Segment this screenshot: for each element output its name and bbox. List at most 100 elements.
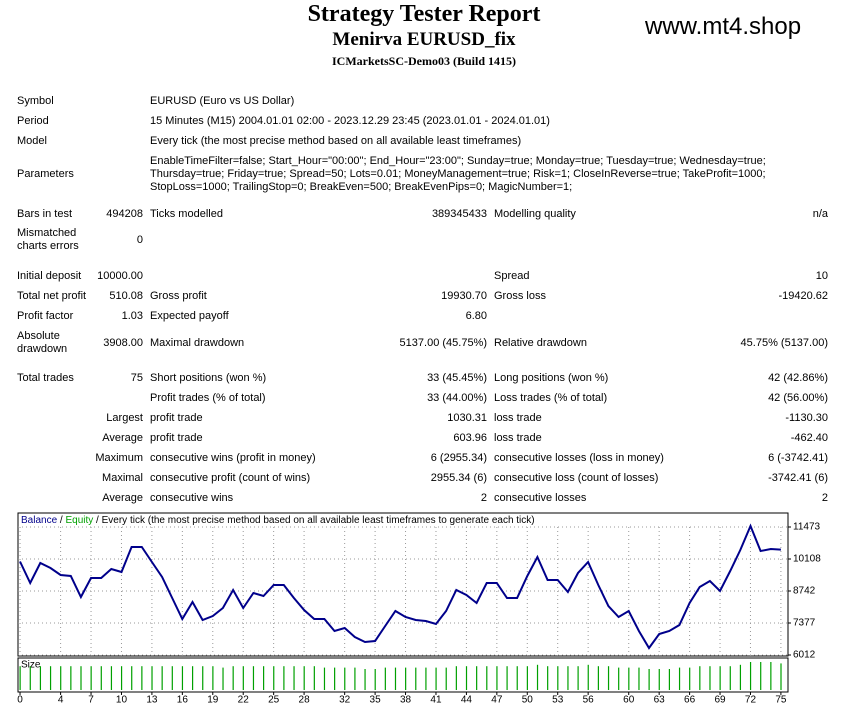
cell-value3: -1130.30 bbox=[785, 411, 828, 424]
size-bar bbox=[110, 666, 113, 690]
size-bar bbox=[638, 667, 640, 690]
size-bar bbox=[780, 663, 782, 690]
x-tick-label: 13 bbox=[146, 695, 158, 706]
x-tick-label: 4 bbox=[58, 695, 64, 706]
size-bar bbox=[212, 666, 214, 690]
size-bar bbox=[476, 666, 478, 690]
cell-value3: -19420.62 bbox=[778, 289, 828, 302]
size-bar bbox=[607, 666, 610, 690]
size-bar bbox=[587, 664, 589, 690]
size-bar bbox=[658, 669, 660, 690]
size-bar bbox=[506, 666, 508, 690]
size-label: Size bbox=[21, 660, 41, 671]
size-bar bbox=[739, 664, 742, 690]
cell-value3: n/a bbox=[812, 207, 828, 220]
cell-value2: 1030.31 bbox=[447, 411, 487, 424]
size-bar bbox=[70, 666, 72, 690]
cell-prefix: Maximal bbox=[102, 471, 143, 484]
x-tick-label: 7 bbox=[88, 695, 94, 706]
y-tick-label: 11473 bbox=[793, 522, 821, 533]
size-bar bbox=[334, 667, 336, 690]
size-bar bbox=[526, 666, 528, 690]
cell-label2: Ticks modelled bbox=[150, 207, 223, 220]
size-bar bbox=[181, 666, 184, 690]
cell-value2: 2 bbox=[480, 491, 487, 504]
size-bar bbox=[161, 666, 163, 690]
legend-balance-name: Balance bbox=[21, 515, 58, 526]
cell-label2: Expected payoff bbox=[150, 309, 229, 322]
size-bar bbox=[516, 666, 518, 690]
cell-value2: 5137.00 (45.75%) bbox=[399, 336, 487, 349]
cell-label: Total trades bbox=[17, 371, 74, 384]
size-bar bbox=[273, 666, 275, 690]
cell-value: 0 bbox=[136, 233, 143, 246]
cell-value3: -3742.41 (6) bbox=[768, 471, 828, 484]
size-bar bbox=[648, 669, 650, 690]
cell-prefix: Maximum bbox=[95, 451, 143, 464]
cell-value: 1.03 bbox=[121, 309, 143, 322]
x-tick-label: 32 bbox=[339, 695, 351, 706]
size-bar bbox=[222, 667, 224, 690]
x-tick-label: 22 bbox=[238, 695, 250, 706]
size-bar bbox=[760, 662, 762, 690]
size-bar bbox=[719, 666, 721, 690]
x-tick-label: 75 bbox=[775, 695, 787, 706]
x-tick-label: 19 bbox=[207, 695, 219, 706]
size-bar bbox=[597, 666, 599, 690]
cell-value2: 6 (2955.34) bbox=[430, 451, 487, 464]
cell-label: Bars in test bbox=[17, 207, 73, 220]
report-title: Strategy Tester Report bbox=[307, 1, 541, 27]
x-tick-label: 63 bbox=[654, 695, 666, 706]
size-bar bbox=[536, 664, 539, 690]
cell-label3: consecutive losses bbox=[494, 491, 587, 504]
cell-label2: Maximal drawdown bbox=[150, 336, 245, 349]
cell-value3: 42 (56.00%) bbox=[768, 391, 828, 404]
plot-frame bbox=[17, 512, 789, 657]
size-bar bbox=[344, 667, 346, 690]
x-tick-label: 0 bbox=[17, 695, 23, 706]
size-bar bbox=[435, 667, 437, 690]
size-bar bbox=[49, 666, 52, 690]
cell-value2: 6.80 bbox=[465, 309, 487, 322]
cell-value2: 603.96 bbox=[453, 431, 487, 444]
cell-value2: 33 (44.00%) bbox=[427, 391, 487, 404]
size-bar bbox=[770, 662, 772, 690]
size-bar bbox=[415, 667, 417, 690]
x-tick-label: 50 bbox=[522, 695, 534, 706]
size-bar bbox=[323, 667, 326, 690]
cell-label2: consecutive wins (profit in money) bbox=[150, 451, 316, 464]
cell-value3: 45.75% (5137.00) bbox=[740, 336, 828, 349]
x-tick-label: 44 bbox=[461, 695, 473, 706]
size-bar bbox=[151, 666, 153, 690]
chart-subtitle: Every tick (the most precise method base… bbox=[102, 515, 535, 526]
size-bar bbox=[689, 667, 691, 690]
size-bar bbox=[141, 666, 143, 690]
size-bar bbox=[60, 666, 62, 690]
cell-text: EURUSD (Euro vs US Dollar) bbox=[150, 94, 295, 107]
cell-label2: Short positions (won %) bbox=[150, 371, 267, 384]
size-frame bbox=[17, 657, 789, 693]
size-bar bbox=[263, 666, 265, 690]
cell-value: 494208 bbox=[106, 207, 143, 220]
size-bar bbox=[577, 666, 579, 690]
cell-label: Absolute drawdown bbox=[17, 330, 68, 355]
size-bar bbox=[486, 666, 488, 690]
size-bar bbox=[29, 666, 31, 690]
y-tick-label: 7377 bbox=[793, 618, 816, 629]
x-tick-label: 25 bbox=[268, 695, 280, 706]
cell-label3: Modelling quality bbox=[494, 207, 576, 220]
cell-label3: loss trade bbox=[494, 431, 542, 444]
cell-value3: -462.40 bbox=[790, 431, 828, 444]
text-line: Thursday=true; Friday=true; Spread=50; L… bbox=[150, 167, 766, 180]
size-bar bbox=[465, 666, 468, 690]
x-tick-label: 41 bbox=[430, 695, 442, 706]
size-bar bbox=[729, 666, 731, 690]
size-bar bbox=[313, 666, 315, 690]
x-tick-label: 69 bbox=[714, 695, 726, 706]
size-bar bbox=[496, 666, 498, 690]
cell-text: EnableTimeFilter=false; Start_Hour="00:0… bbox=[150, 152, 766, 196]
cell-value: 75 bbox=[130, 371, 143, 384]
cell-value2: 2955.34 (6) bbox=[430, 471, 487, 484]
text-line: EnableTimeFilter=false; Start_Hour="00:0… bbox=[150, 154, 766, 167]
